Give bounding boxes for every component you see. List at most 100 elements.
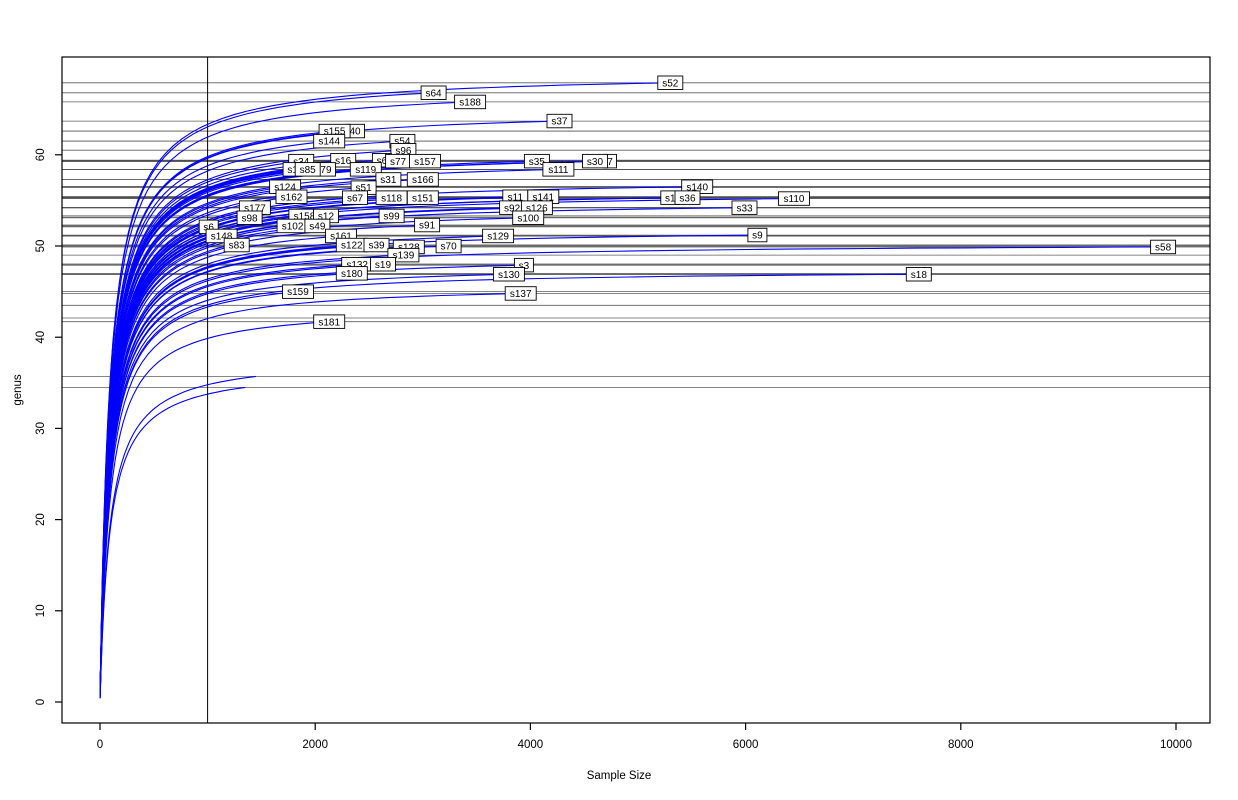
sample-label-s180: s180 [335,266,368,281]
sample-label-box [435,238,462,254]
sample-label-text: s119 [355,165,376,176]
rarefaction-curve [99,386,246,699]
rarefaction-curve-s39 [99,244,377,697]
sample-label-box [378,208,405,224]
sample-label-text: s144 [318,137,340,148]
rarefaction-curve-s140 [99,186,698,697]
sample-label-text: s139 [393,251,415,262]
sample-label-text: s35 [529,157,546,168]
sample-label-box [492,267,525,282]
sample-label-text: s132 [346,260,368,271]
sample-label-text: s54 [394,137,411,148]
sample-label-box [582,153,608,169]
sample-label-text: s16 [335,156,352,167]
sample-label-text: s141 [532,192,554,203]
sample-label-box [504,286,537,301]
sample-label-s166: s166 [406,172,439,187]
sample-label-s36: s36 [674,190,701,205]
sample-label-text: 40 [349,127,361,138]
sample-label-text: s188 [459,98,481,109]
rarefaction-curve [99,375,257,699]
y-tick-label: 40 [35,331,47,344]
rarefaction-curve-s181 [99,321,330,698]
y-tick-label: 60 [35,148,47,161]
rarefaction-curve-s33 [99,207,745,697]
sample-label-s118: s118 [375,190,408,205]
rarefaction-curve-s141 [99,196,544,697]
sample-label-text: s159 [287,287,309,298]
sample-label-s31: s31 [375,172,402,187]
sample-label-s110: s110 [778,191,810,206]
sample-label-text: s19 [375,260,392,271]
x-tick-label: 6000 [733,739,759,751]
sample-label-box [905,267,932,282]
rarefaction-curve-s126 [99,207,537,697]
x-tick-label: 10000 [1160,739,1192,751]
y-tick-label: 20 [35,513,47,526]
sample-label-text: s96 [395,146,412,157]
sample-label-s130: s130 [492,267,525,282]
sample-label-text: s98 [242,213,259,224]
sample-label-text: s39 [368,241,385,252]
sample-label-box [406,172,439,187]
sample-label-box [304,218,331,234]
sample-label-s19: s19 [370,257,396,272]
sample-label-box [335,266,368,281]
sample-label-s85: s85 [294,162,321,177]
sample-label-s144: s144 [313,133,346,149]
sample-label-box [482,228,515,244]
sample-label-text: s157 [414,157,436,168]
sample-label-s18: s18 [905,267,932,282]
sample-label-s119: s119 [349,162,382,177]
y-tick-label: 0 [35,699,47,705]
sample-label-box [674,190,701,205]
sample-label-box [313,314,346,329]
sample-label-s111: s111 [542,162,575,177]
sample-label-text: s9 [752,231,763,242]
sample-label-s37: s37 [546,113,573,129]
sample-label-box [375,172,402,187]
sample-label-text: 7 [607,157,613,168]
sample-label-text: s70 [441,242,458,253]
sample-label-s16: s16 [330,153,357,168]
sample-label-text: s11 [508,192,524,203]
sample-label-text: s162 [281,192,303,203]
sample-label-text: s111 [548,165,569,176]
sample-label-text: s181 [318,317,340,328]
sample-label-s77: s77 [385,153,412,169]
sample-label-text: s129 [487,232,509,243]
sample-label-box [1150,239,1177,255]
sample-label-s70: s70 [435,238,462,254]
y-tick-label: 30 [35,422,47,435]
sample-label-box [313,133,346,149]
sample-label-text: s100 [517,213,539,224]
sample-label-text: s58 [1155,243,1172,254]
sample-label-s137: s137 [504,286,537,301]
sample-label-text: s30 [587,157,604,168]
sample-label-box [236,210,263,225]
sample-label-s140: s140 [681,179,714,194]
sample-label-s58: s58 [1150,239,1177,255]
sample-label-text: s6 [203,222,214,233]
rarefaction-curve-s18 [99,273,919,698]
sample-label-text: s83 [229,241,246,252]
sample-label-s102: s102 [276,218,309,234]
y-tick-label: 50 [35,240,47,253]
sample-label-box [370,257,396,272]
sample-label-box [330,153,357,168]
sample-label-text: s36 [679,193,696,204]
x-tick-label: 2000 [302,739,328,751]
sample-label-text: s126 [526,203,548,214]
sample-label-s157: s157 [409,153,441,169]
sample-label-text: s124 [274,182,296,193]
sample-label-text: s110 [784,194,805,205]
sample-label-s129: s129 [482,228,515,244]
sample-label-box [454,94,487,110]
sample-label-text: s151 [412,193,434,204]
plot-border [61,56,1211,724]
sample-label-text: s67 [347,193,364,204]
sample-label-text: s161 [330,232,352,243]
sample-label-s33: s33 [731,200,758,215]
sample-label-s122: s122 [335,237,368,253]
